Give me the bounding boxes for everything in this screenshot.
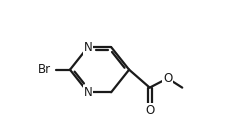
- Text: N: N: [83, 41, 92, 54]
- Text: O: O: [144, 104, 154, 117]
- Text: O: O: [162, 72, 171, 85]
- Text: N: N: [83, 86, 92, 99]
- Text: Br: Br: [37, 63, 51, 76]
